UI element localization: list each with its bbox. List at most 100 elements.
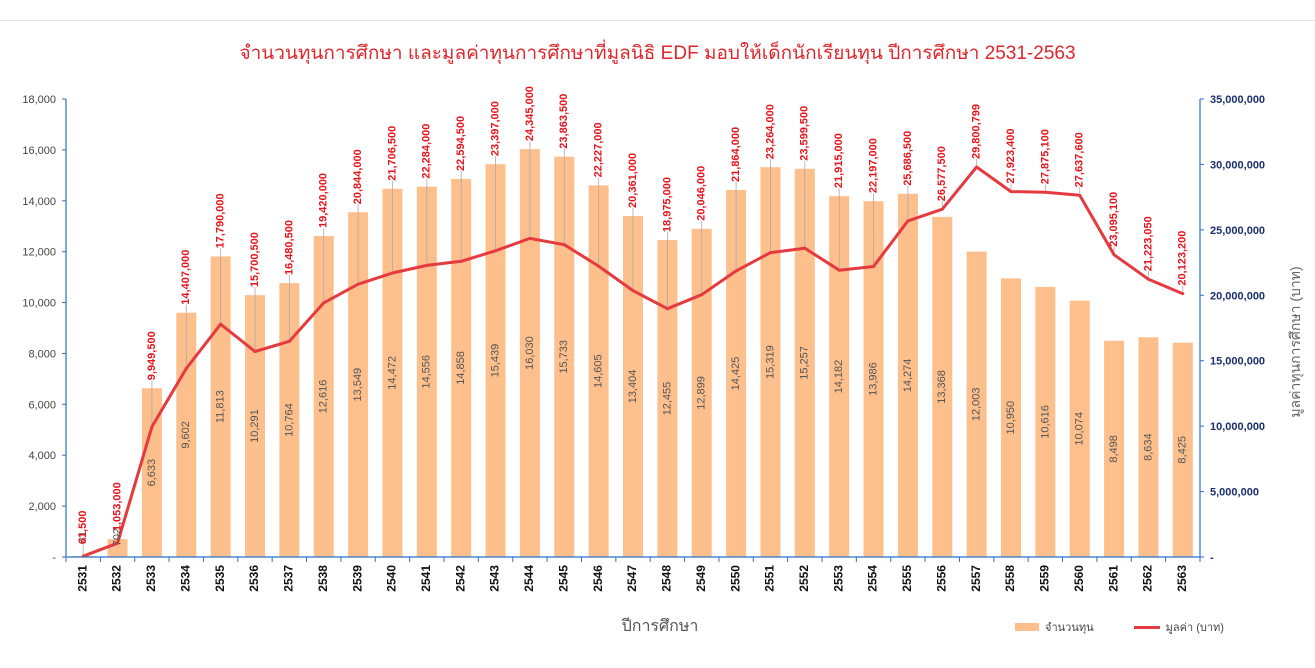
- line-point-2560: [1078, 193, 1082, 197]
- line-point-2541: [425, 263, 429, 267]
- bar-value-label: 10,764: [283, 403, 295, 437]
- line-point-2557: [975, 165, 979, 169]
- line-point-2554: [872, 265, 876, 269]
- x-tick-label: 2545: [556, 565, 570, 592]
- line-point-2534: [184, 366, 188, 370]
- x-tick-label: 2559: [1038, 565, 1052, 592]
- line-point-2548: [665, 307, 669, 311]
- bar-value-label: 14,556: [421, 355, 433, 389]
- bar-2554: [863, 201, 884, 557]
- bar-value-label: 11,813: [215, 390, 227, 423]
- bar-2560: [1069, 300, 1090, 557]
- line-point-2553: [837, 268, 841, 272]
- bar-value-label: 14,274: [902, 359, 914, 393]
- x-tick-label: 2556: [934, 565, 948, 592]
- bar-2540: [382, 188, 403, 557]
- legend-line-swatch: [1133, 625, 1160, 629]
- bar-value-label: 6,633: [146, 459, 158, 487]
- x-tick-label: 2543: [488, 565, 502, 592]
- line-value-label: 21,223,050: [1142, 216, 1154, 271]
- axes-layer: - 2,000 4,000 6,000 8,000 10,000 12,000 14,000 1…: [22, 94, 1265, 592]
- x-tick-label: 2531: [75, 565, 89, 592]
- bar-2534: [176, 312, 197, 557]
- line-point-2555: [906, 219, 910, 223]
- x-tick-label: 2555: [900, 565, 914, 592]
- y-tick-label: 2,000: [28, 501, 56, 513]
- bar-value-label: 15,733: [558, 340, 570, 374]
- y2-axis-title: มูลค่าทุนการศึกษา (บาท): [1287, 266, 1303, 418]
- x-tick-label: 2532: [110, 565, 124, 592]
- line-point-2545: [562, 243, 566, 247]
- y-tick-label: 16,000: [22, 145, 56, 157]
- line-value-label: 27,875,100: [1039, 129, 1051, 184]
- y2-tick-label: 30,000,000: [1210, 159, 1265, 171]
- bar-value-label: 10,291: [249, 409, 261, 443]
- bar-2536: [245, 295, 265, 557]
- line-value-label: 1,053,000: [111, 482, 123, 531]
- x-tick-label: 2546: [591, 565, 605, 592]
- legend-item-count: จำนวนทุน: [1015, 618, 1094, 636]
- bar-value-label: 10,074: [1074, 412, 1086, 446]
- line-value-label: 27,923,400: [1005, 129, 1017, 184]
- line-value-label: 9,949,500: [146, 331, 158, 380]
- line-value-label: 14,407,000: [180, 250, 192, 305]
- x-tick-label: 2548: [660, 565, 674, 592]
- line-value-label: 21,864,000: [730, 127, 742, 182]
- bar-value-label: 8,425: [1177, 436, 1189, 464]
- line-point-2537: [287, 339, 291, 343]
- line-value-label: 23,264,000: [764, 104, 776, 159]
- y-tick-label: 4,000: [28, 450, 56, 462]
- x-tick-label: 2547: [625, 565, 639, 592]
- x-tick-label: 2562: [1141, 565, 1155, 592]
- x-tick-label: 2551: [763, 565, 777, 592]
- line-value-label: 22,227,000: [593, 122, 605, 177]
- x-tick-label: 2550: [728, 565, 742, 592]
- bar-2558: [1001, 278, 1021, 557]
- bar-2548: [657, 240, 678, 557]
- line-value-label: 21,915,000: [833, 133, 845, 188]
- bar-value-label: 13,549: [352, 368, 364, 402]
- x-tick-label: 2541: [419, 565, 433, 592]
- y-tick-label: 18,000: [22, 94, 56, 106]
- bar-value-label: 702: [111, 528, 123, 546]
- line-point-2540: [390, 271, 394, 275]
- line-value-label: 25,686,500: [902, 131, 914, 186]
- line-point-2552: [803, 246, 807, 250]
- line-value-label: 19,420,000: [318, 173, 330, 228]
- line-point-2533: [150, 425, 154, 429]
- bar-value-label: 10,616: [1039, 405, 1051, 439]
- line-point-2563: [1181, 292, 1185, 296]
- bar-value-label: 13,368: [936, 370, 948, 404]
- bar-2549: [691, 228, 712, 557]
- line-value-label: 20,361,000: [627, 153, 639, 208]
- bar-2551: [760, 167, 781, 557]
- x-tick-label: 2534: [178, 565, 192, 592]
- bar-2561: [1104, 340, 1125, 557]
- line-point-2561: [1112, 253, 1116, 257]
- bar-value-label: 14,182: [833, 360, 845, 394]
- bar-2538: [313, 235, 334, 557]
- bar-value-label: 13,986: [867, 362, 879, 396]
- x-tick-label: 2563: [1175, 565, 1189, 592]
- x-tick-label: 2560: [1072, 565, 1086, 592]
- line-point-2542: [459, 259, 463, 263]
- line-point-2539: [356, 282, 360, 286]
- y2-tick-label: 10,000,000: [1210, 421, 1265, 433]
- x-tick-label: 2544: [522, 565, 536, 592]
- bar-2555: [897, 193, 918, 557]
- y-tick-label: 14,000: [22, 196, 56, 208]
- value-line-layer: [81, 165, 1185, 558]
- bar-2557: [966, 251, 987, 557]
- bar-2543: [485, 164, 506, 558]
- legend-label-value: มูลค่า (บาท): [1165, 622, 1224, 634]
- bar-2550: [726, 189, 747, 558]
- x-tick-label: 2554: [866, 565, 880, 592]
- x-tick-label: 2549: [694, 565, 708, 592]
- bar-2545: [554, 156, 575, 557]
- bar-value-label: 14,425: [730, 357, 742, 391]
- x-tick-label: 2558: [1003, 565, 1017, 592]
- bar-2544: [519, 149, 540, 557]
- y2-tick-label: 20,000,000: [1210, 290, 1265, 302]
- bar-value-label: 14,858: [455, 351, 467, 385]
